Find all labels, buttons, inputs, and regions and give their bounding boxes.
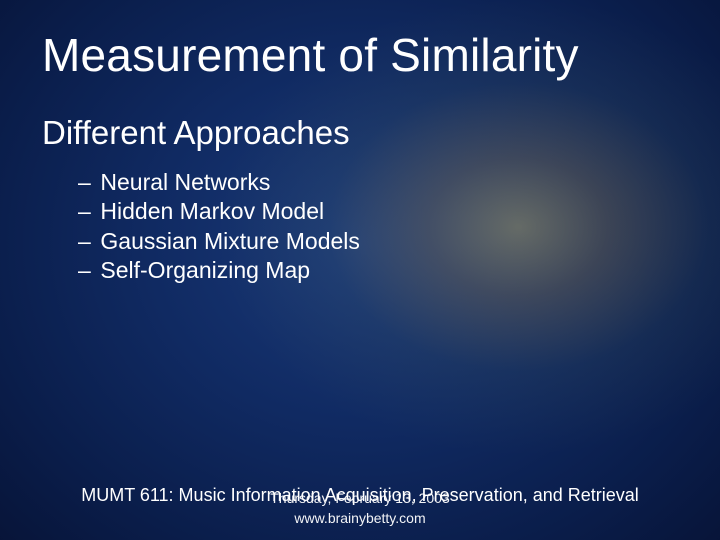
bullet-marker: – — [78, 256, 94, 285]
bullet-marker: – — [78, 227, 94, 256]
list-item: – Hidden Markov Model — [78, 197, 360, 226]
bullet-marker: – — [78, 197, 94, 226]
slide-title: Measurement of Similarity — [42, 28, 579, 82]
slide-subtitle: Different Approaches — [42, 114, 350, 152]
list-item: – Self-Organizing Map — [78, 256, 360, 285]
bullet-text: Neural Networks — [100, 169, 270, 195]
bullet-text: Hidden Markov Model — [100, 198, 324, 224]
bullet-list: – Neural Networks – Hidden Markov Model … — [78, 168, 360, 286]
slide: Measurement of Similarity Different Appr… — [0, 0, 720, 540]
footer-text: MUMT 611: Music Information Acquisition,… — [0, 485, 720, 506]
list-item: – Neural Networks — [78, 168, 360, 197]
bullet-marker: – — [78, 168, 94, 197]
bullet-text: Gaussian Mixture Models — [100, 228, 360, 254]
attribution-url: www.brainybetty.com — [0, 510, 720, 526]
list-item: – Gaussian Mixture Models — [78, 227, 360, 256]
bullet-text: Self-Organizing Map — [100, 257, 310, 283]
